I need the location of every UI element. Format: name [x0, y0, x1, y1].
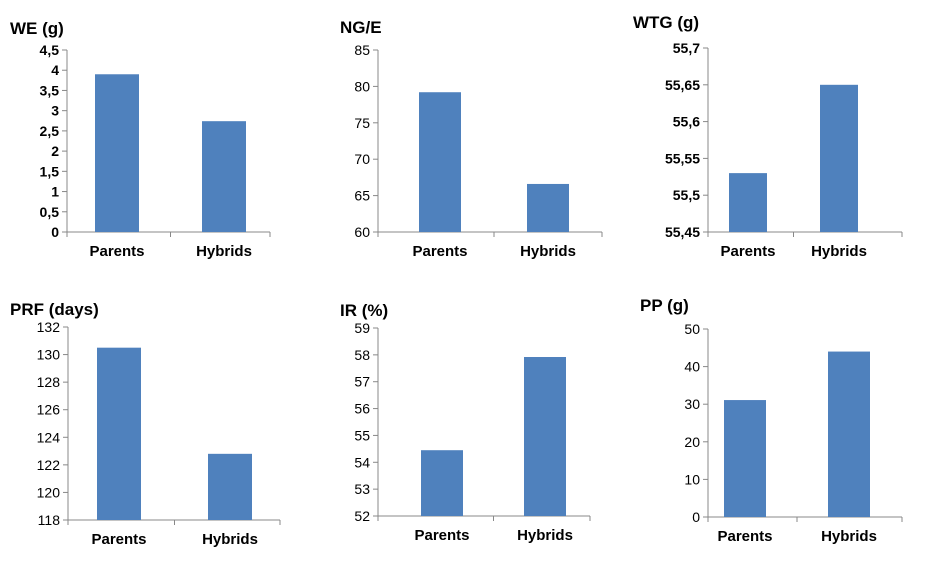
chart-title: PRF (days) — [10, 300, 99, 319]
bar-parents — [421, 450, 463, 516]
y-tick-label: 122 — [37, 457, 61, 473]
y-tick-label: 55,55 — [665, 150, 700, 166]
y-tick-label: 55,45 — [665, 224, 700, 240]
y-tick-label: 70 — [354, 151, 370, 167]
bar-parents — [729, 173, 767, 232]
y-tick-label: 85 — [354, 42, 370, 58]
bar-hybrids — [527, 183, 569, 232]
chart-title: WTG (g) — [633, 13, 699, 32]
y-tick-label: 60 — [354, 224, 370, 240]
x-category-label: Hybrids — [517, 527, 573, 544]
y-tick-label: 0 — [692, 509, 700, 525]
y-tick-label: 124 — [37, 429, 61, 445]
y-tick-label: 2 — [51, 143, 59, 159]
y-tick-label: 118 — [38, 512, 61, 528]
bar-parents — [95, 74, 139, 233]
y-tick-label: 1,5 — [40, 163, 60, 179]
y-tick-label: 130 — [37, 347, 61, 363]
y-tick-label: 128 — [37, 374, 61, 390]
x-category-label: Hybrids — [202, 531, 258, 548]
y-tick-label: 4 — [51, 62, 59, 78]
x-category-label: Hybrids — [811, 243, 867, 260]
chart-panel-2: NG/E 60 65 70 75 80 85 Parents Hybrids — [340, 18, 603, 260]
y-tick-label: 55,5 — [673, 187, 700, 203]
y-tick-label: 30 — [684, 396, 700, 412]
chart-panel-3: WTG (g) 55,45 55,5 55,55 55,6 55,65 55,7 Parent… — [633, 13, 903, 260]
bar-parents — [97, 347, 141, 520]
y-tick-label: 40 — [684, 359, 700, 375]
y-tick-label: 55 — [354, 427, 370, 443]
x-category-label: Hybrids — [821, 528, 877, 545]
x-category-label: Parents — [717, 528, 772, 545]
x-category-label: Hybrids — [196, 243, 252, 260]
bar-hybrids — [820, 84, 858, 232]
chart-title: PP (g) — [640, 296, 689, 315]
y-tick-label: 55,6 — [673, 114, 700, 130]
y-tick-label: 54 — [354, 454, 370, 470]
y-tick-label: 3 — [51, 103, 59, 119]
chart-title: NG/E — [340, 18, 382, 37]
x-category-label: Parents — [720, 243, 775, 260]
chart-panel-1: WE (g) 0 0,5 1 1,5 2 2,5 3 3,5 4 4,5 Parents Hybrids — [10, 19, 271, 260]
bar-parents — [419, 92, 461, 232]
y-tick-label: 56 — [354, 401, 370, 417]
x-category-label: Parents — [91, 531, 146, 548]
chart-title: IR (%) — [340, 301, 388, 320]
y-tick-label: 132 — [37, 319, 61, 335]
y-tick-label: 1 — [51, 184, 59, 200]
y-tick-label: 80 — [354, 78, 370, 94]
y-tick-label: 0,5 — [40, 204, 60, 220]
y-tick-label: 58 — [354, 347, 370, 363]
y-tick-label: 10 — [684, 471, 700, 487]
y-tick-label: 2,5 — [40, 123, 60, 139]
x-category-label: Parents — [89, 243, 144, 260]
y-tick-label: 0 — [51, 224, 59, 240]
bar-hybrids — [208, 453, 252, 520]
y-tick-label: 65 — [354, 188, 370, 204]
bar-hybrids — [202, 121, 246, 232]
chart-panel-6: PP (g) 0 10 20 30 40 50 Parents Hybrids — [640, 296, 903, 545]
x-category-label: Parents — [412, 243, 467, 260]
x-category-label: Hybrids — [520, 243, 576, 260]
chart-panel-5: IR (%) 52 53 54 55 56 57 58 59 Parents Hybrids — [340, 301, 591, 544]
chart-title: WE (g) — [10, 19, 64, 38]
y-tick-label: 57 — [354, 374, 370, 390]
y-tick-label: 50 — [684, 321, 700, 337]
bar-parents — [724, 400, 766, 517]
y-tick-label: 52 — [354, 508, 370, 524]
y-tick-label: 126 — [37, 402, 61, 418]
y-tick-label: 59 — [354, 320, 370, 336]
y-tick-label: 53 — [354, 481, 370, 497]
chart-panel-4: PRF (days) 118 120 122 124 126 128 130 132 Parent… — [10, 300, 281, 548]
bar-hybrids — [524, 357, 566, 516]
y-tick-label: 4,5 — [40, 42, 60, 58]
y-tick-label: 3,5 — [40, 82, 60, 98]
y-tick-label: 75 — [354, 115, 370, 131]
y-tick-label: 120 — [37, 484, 61, 500]
y-tick-label: 55,7 — [673, 40, 700, 56]
y-tick-label: 20 — [684, 434, 700, 450]
y-tick-label: 55,65 — [665, 77, 700, 93]
bar-hybrids — [828, 351, 870, 517]
x-category-label: Parents — [414, 527, 469, 544]
